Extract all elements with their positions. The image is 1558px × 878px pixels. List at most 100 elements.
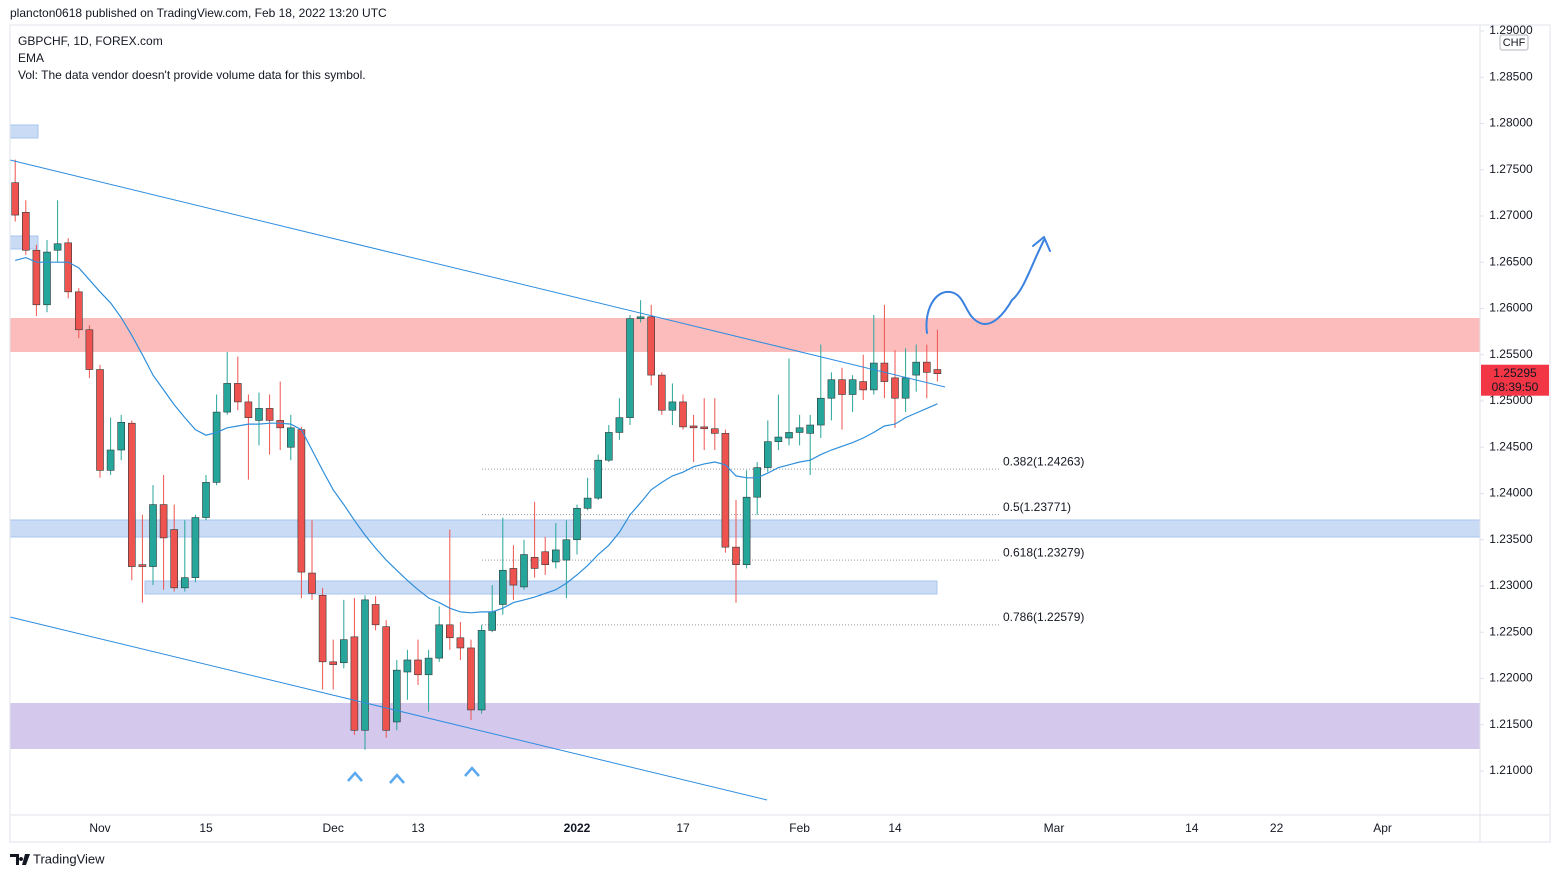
y-tick-label: 1.29000 (1489, 23, 1533, 37)
candle-body (679, 401, 687, 428)
fib-label: 0.618(1.23279) (1003, 545, 1084, 559)
x-tick-label: 17 (676, 821, 690, 835)
candle-body (498, 569, 507, 605)
last-price-box (1481, 364, 1549, 396)
candle-body (901, 377, 910, 399)
brand-logo (10, 854, 30, 865)
candle-body (414, 659, 422, 676)
y-tick-label: 1.21000 (1489, 763, 1533, 777)
fib-label: 0.786(1.22579) (1003, 610, 1084, 624)
fib-label: 0.5(1.23771) (1003, 500, 1071, 514)
x-tick-label: 13 (411, 821, 425, 835)
candle-body (21, 212, 30, 251)
y-tick-label: 1.25500 (1489, 347, 1533, 361)
candle-body (467, 647, 475, 711)
x-tick-label: Nov (89, 821, 110, 835)
candle-body (785, 432, 793, 439)
chevron (464, 766, 480, 777)
candle-body (371, 604, 380, 626)
candle-body (530, 557, 539, 569)
support-zone (144, 580, 938, 595)
x-tick-label: Feb (789, 821, 810, 835)
y-tick-label: 1.22000 (1489, 671, 1533, 685)
candle-body (85, 329, 94, 370)
candle-body (329, 661, 338, 665)
candle-body (117, 421, 125, 451)
candle-body (838, 379, 846, 395)
candle-body (509, 568, 518, 586)
chevron (347, 771, 363, 782)
candle-body (933, 369, 942, 375)
symbol-legend: GBPCHF, 1D, FOREX.com (18, 34, 163, 48)
candle-body (64, 242, 72, 293)
candle-body (445, 624, 454, 639)
candle-body (435, 624, 444, 659)
projection-arrow (1032, 236, 1051, 252)
candle-body (350, 636, 359, 731)
fibonacci: 0.382(1.24263) 0.5(1.23771) 0.618(1.23279)… (482, 454, 1084, 626)
y-tick-label: 1.27000 (1489, 208, 1533, 222)
countdown: 08:39:50 (1492, 380, 1539, 394)
fib-label: 0.382(1.24263) (1003, 454, 1084, 468)
candle-body (763, 441, 772, 468)
publish-info: plancton0618 published on TradingView.co… (10, 6, 387, 20)
y-tick-label: 1.28000 (1489, 116, 1533, 130)
candle-body (700, 426, 709, 430)
y-tick-label: 1.22500 (1489, 624, 1533, 638)
candle-body (710, 428, 719, 434)
candle-body (191, 517, 200, 578)
candle-body (403, 659, 412, 673)
candle-body (202, 482, 210, 518)
candle-body (339, 639, 348, 664)
candle-body (382, 626, 391, 731)
x-tick-label: 22 (1270, 821, 1284, 835)
candle-body (636, 316, 645, 319)
candle-body (149, 504, 157, 567)
candle-body (922, 361, 931, 373)
candle-body (848, 379, 857, 395)
brand: TradingView (33, 851, 105, 866)
currency-box (1499, 34, 1529, 51)
volume-note: Vol: The data vendor doesn't provide vol… (18, 68, 366, 82)
candle-body (308, 572, 316, 594)
candle-body (668, 401, 677, 411)
y-tick-label: 1.24500 (1489, 439, 1533, 453)
y-tick-label: 1.26500 (1489, 254, 1533, 268)
candle-body (255, 408, 263, 421)
candle-body (128, 422, 136, 567)
candle-body (562, 539, 571, 561)
candle-body (11, 182, 19, 216)
x-tick-label: 15 (199, 821, 213, 835)
candle-body (75, 291, 83, 331)
candle-body (753, 467, 762, 498)
candle-body (774, 436, 783, 442)
candle-body (732, 546, 740, 566)
candle-body (912, 361, 921, 376)
candle-body (318, 594, 327, 663)
candle-body (170, 529, 178, 589)
candle-body (286, 427, 295, 448)
candle-body (689, 425, 698, 429)
candle-body (615, 417, 624, 433)
candle-body (806, 424, 815, 434)
candle-body (891, 377, 899, 399)
x-tick-label: Mar (1044, 821, 1065, 835)
projection-curve (925, 239, 1045, 334)
plot (11, 159, 942, 750)
candle-body (488, 611, 497, 631)
trend-line (9, 616, 768, 801)
candle-body (361, 599, 369, 731)
x-tick-label: 14 (1185, 821, 1199, 835)
candle-body (159, 504, 168, 539)
axes: 1.21000 1.21500 1.22000 1.22500 1.23000 1.235… (89, 23, 1533, 835)
candle-body (392, 669, 401, 723)
x-tick-label: 14 (888, 821, 902, 835)
candle-body (32, 249, 41, 306)
candle-body (583, 497, 592, 509)
candle-body (827, 379, 836, 399)
candle-body (43, 251, 51, 306)
ema-line (15, 256, 938, 614)
